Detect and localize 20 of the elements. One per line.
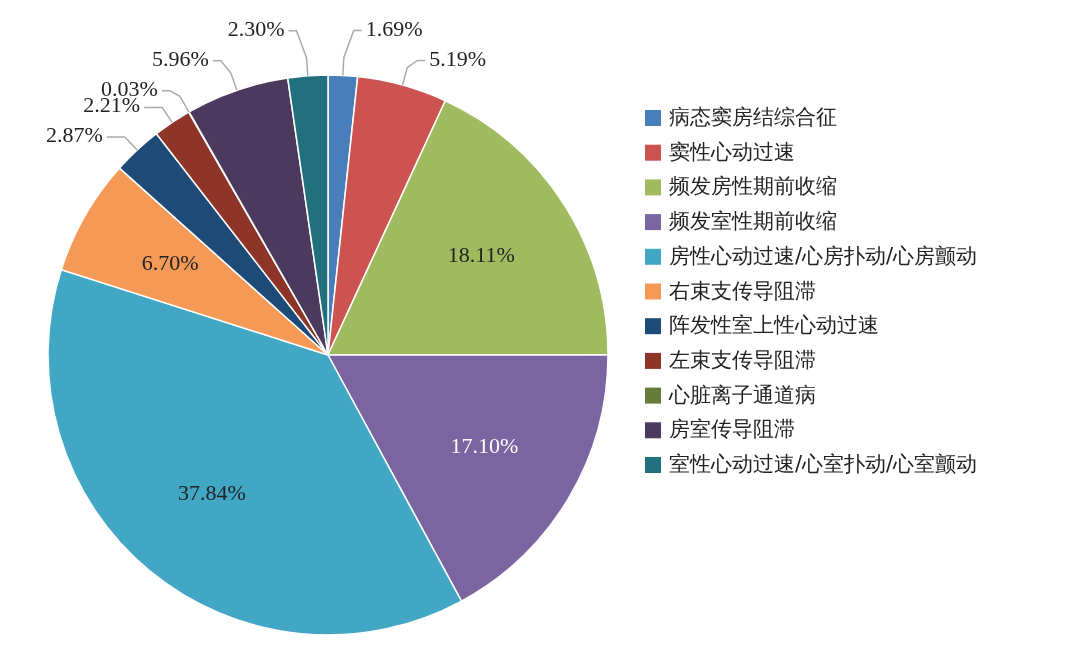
legend-label: 窦性心动过速 [669,139,795,164]
data-label: 18.11% [447,241,515,267]
data-label: 1.69% [365,15,423,41]
legend-label: 频发房性期前收缩 [669,174,837,199]
legend-label: 房室传导阻滞 [669,417,795,442]
data-label: 2.30% [227,15,285,41]
legend-label: 频发室性期前收缩 [669,209,837,234]
data-label: 6.70% [141,249,199,275]
data-label: 37.84% [177,480,246,506]
data-label: 5.19% [429,45,487,71]
legend-label: 阵发性室上性心动过速 [669,313,879,338]
legend-label: 病态窦房结综合征 [669,105,837,129]
legend-label: 心脏离子通道病 [668,382,816,407]
data-label: 17.10% [450,433,519,459]
data-label: 2.87% [46,121,103,147]
legend-label: 右束支传导阻滞 [669,278,816,303]
legend-label: 左束支传导阻滞 [669,347,816,372]
data-label: 5.96% [152,45,209,71]
legend-label: 室性心动过速/心室扑动/心室颤动 [669,452,978,476]
legend-label: 房性心动过速/心房扑动/心房颤动 [669,243,978,268]
